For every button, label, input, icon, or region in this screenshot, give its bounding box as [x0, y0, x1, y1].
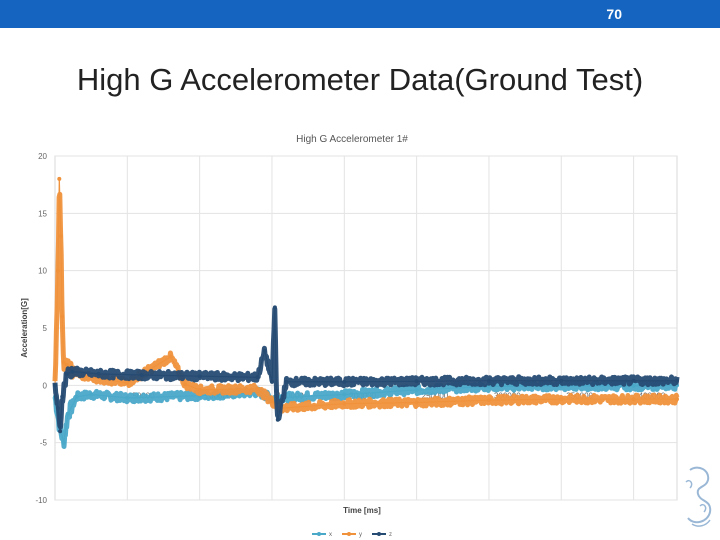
header-bar: 70: [0, 0, 720, 28]
series-band-z: [52, 306, 680, 430]
data-point-y: [60, 314, 65, 319]
data-point-z: [487, 378, 491, 383]
data-point-z: [414, 379, 419, 384]
data-point-y: [57, 176, 62, 181]
data-point-y: [414, 400, 419, 405]
data-point-z: [55, 406, 60, 411]
accelerometer-chart: High G Accelerometer 1# -10 -5 0 5 10 15 20 5 0…: [20, 134, 680, 538]
legend-label-z: z: [389, 532, 392, 538]
data-point-z: [262, 348, 267, 353]
data-point-y: [64, 362, 69, 367]
data-point-y: [183, 382, 188, 387]
data-point-z: [270, 379, 274, 384]
legend-label-y: y: [359, 532, 362, 538]
chart-grid: [54, 155, 678, 501]
data-point-z: [559, 378, 564, 383]
data-point-x: [631, 383, 636, 388]
data-point-x: [342, 392, 347, 397]
data-point-z: [255, 375, 260, 380]
data-point-z: [53, 383, 57, 388]
data-point-y: [675, 397, 679, 402]
data-point-y: [270, 399, 274, 404]
data-point-y: [487, 398, 491, 403]
data-point-x: [89, 392, 94, 397]
data-point-y: [559, 397, 564, 402]
legend-marker-y: [347, 532, 351, 536]
data-point-z: [64, 371, 69, 376]
data-point-x: [61, 440, 66, 445]
chart-series: [52, 176, 680, 449]
data-point-z: [631, 378, 636, 383]
data-point-z: [60, 394, 65, 399]
data-point-y: [168, 354, 173, 359]
y-axis-ticks: -10 -5 0 5 10 15 20: [35, 152, 47, 505]
data-point-z: [275, 417, 280, 422]
y-tick-label: 20: [38, 152, 47, 161]
data-point-y: [342, 401, 347, 406]
data-point-z: [70, 369, 75, 374]
y-tick-label: -10: [35, 496, 47, 505]
y-tick-label: -5: [40, 439, 48, 448]
data-point-y: [58, 234, 63, 239]
data-point-x: [125, 395, 130, 400]
data-point-z: [272, 305, 277, 310]
data-point-z: [197, 374, 202, 379]
chart-title: High G Accelerometer 1#: [296, 134, 408, 145]
data-point-y: [255, 386, 260, 391]
legend-marker-x: [317, 532, 321, 536]
data-point-z: [284, 379, 289, 384]
x-axis-title: Time [ms]: [343, 506, 381, 515]
data-point-y: [55, 268, 60, 273]
data-point-z: [342, 379, 347, 384]
y-tick-label: 15: [38, 209, 47, 218]
data-point-x: [487, 384, 491, 389]
data-point-z: [274, 389, 279, 394]
data-point-y: [61, 360, 66, 365]
page-number: 70: [606, 6, 622, 22]
data-point-y: [197, 387, 202, 392]
legend-label-x: x: [329, 532, 332, 538]
y-axis-title: Acceleration[G]: [20, 298, 29, 358]
y-tick-label: 5: [43, 324, 48, 333]
data-point-z: [139, 373, 144, 377]
legend-marker-z: [377, 532, 381, 536]
data-point-y: [125, 381, 130, 385]
data-point-z: [58, 429, 63, 434]
sketch-logo-icon: [685, 466, 712, 527]
data-point-z: [675, 378, 679, 383]
series-line-z: [54, 307, 677, 432]
slide-title: High G Accelerometer Data(Ground Test): [76, 62, 644, 97]
y-tick-label: 10: [38, 267, 47, 276]
data-point-x: [74, 394, 79, 399]
data-point-x: [66, 412, 70, 416]
chart-legend: x y z: [312, 532, 392, 538]
series-band-y: [52, 191, 680, 414]
data-point-y: [631, 397, 636, 402]
data-point-z: [96, 371, 101, 376]
y-tick-label: 0: [43, 381, 48, 390]
data-point-x: [414, 387, 419, 392]
